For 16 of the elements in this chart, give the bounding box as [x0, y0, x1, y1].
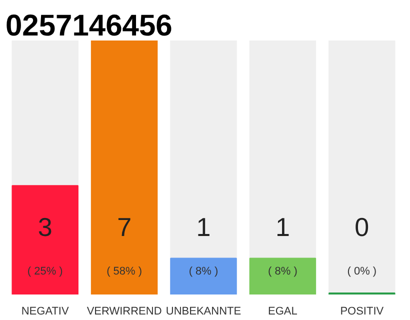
annotation: ( 8% )	[268, 266, 298, 278]
chart-title: 0257146456	[6, 10, 172, 42]
data-label: 1	[196, 212, 211, 242]
annotation: ( 8% )	[188, 266, 218, 278]
x-tick-label: EGAL	[268, 306, 298, 318]
data-label: 1	[275, 212, 290, 242]
data-label: 3	[38, 212, 52, 242]
annotation: ( 58% )	[106, 266, 142, 278]
x-tick-label: VERWIRREND	[86, 306, 162, 318]
data-label: 7	[117, 212, 132, 242]
x-tick-label: NEGATIV	[21, 306, 70, 318]
x-tick-label: POSITIV	[340, 306, 384, 318]
annotation: ( 0% )	[347, 266, 377, 278]
x-tick-label: UNBEKANNTE	[166, 306, 242, 318]
data-label: 0	[354, 212, 370, 242]
annotation: ( 25% )	[27, 266, 63, 278]
